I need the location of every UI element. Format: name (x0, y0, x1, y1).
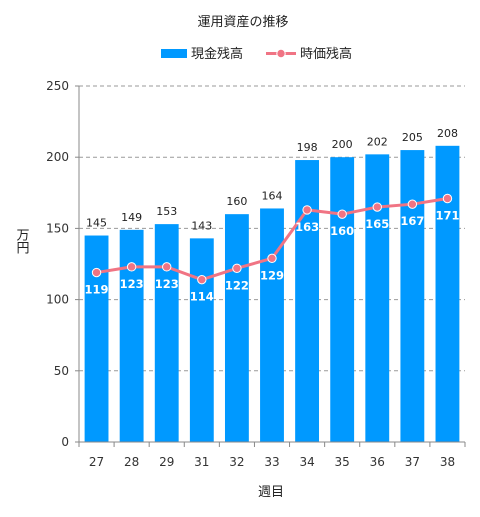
line-point (197, 274, 207, 285)
bar-data-label: 198 (297, 141, 318, 154)
bar (365, 154, 390, 443)
x-tick-label: 29 (159, 455, 174, 469)
axes (75, 85, 466, 447)
x-tick-label: 35 (335, 455, 350, 469)
x-tick-label: 33 (264, 455, 279, 469)
line-data-label: 165 (365, 217, 389, 231)
line-point (267, 253, 277, 264)
line-point (126, 262, 137, 272)
bar (119, 229, 144, 442)
legend-bar-swatch (161, 49, 187, 58)
x-tick-label: 38 (440, 455, 455, 469)
line-data-label: 129 (260, 268, 284, 282)
bar-data-label: 149 (121, 211, 142, 224)
line-data-label: 160 (330, 224, 354, 238)
y-tick-label: 100 (46, 293, 69, 307)
x-tick-label: 31 (194, 455, 209, 469)
line-series (91, 193, 453, 285)
x-tick-label: 32 (229, 455, 244, 469)
legend-line-marker (276, 48, 286, 59)
line-point (442, 193, 453, 204)
bar (330, 157, 355, 442)
bar-data-label: 200 (332, 138, 353, 151)
y-tick-labels: 0 50 100 150 200 250 (46, 79, 69, 449)
chart-title: 運用資産の推移 (197, 14, 288, 30)
x-tick-label: 34 (299, 455, 314, 469)
line-point (407, 199, 418, 209)
line-data-label: 122 (225, 278, 249, 292)
y-tick-label: 250 (46, 79, 69, 93)
bar (224, 214, 249, 442)
y-axis-label: 万円 (14, 228, 30, 254)
line-point (162, 262, 172, 272)
line-data-label: 119 (85, 283, 109, 297)
bar-data-label: 153 (156, 205, 177, 218)
bar (435, 145, 460, 443)
bar-data-label: 202 (367, 135, 388, 148)
legend-bar-label: 現金残高 (191, 46, 243, 62)
line-data-label: 123 (155, 277, 179, 291)
line-labels: 119 123 123 114 122 129 163 160 165 167 171 (85, 208, 460, 303)
y-tick-label: 50 (54, 364, 69, 378)
line-point (302, 205, 312, 215)
line-data-label: 114 (190, 290, 214, 304)
x-axis-label: 週目 (258, 485, 284, 500)
line-point (372, 202, 382, 212)
y-tick-label: 0 (61, 435, 69, 449)
line-data-label: 171 (435, 208, 459, 222)
legend-line-label: 時価残高 (300, 46, 352, 62)
bar-data-label: 145 (86, 217, 107, 230)
x-tick-label: 28 (124, 455, 139, 469)
x-tick-label: 27 (89, 455, 104, 469)
line-data-label: 163 (295, 220, 319, 234)
bar-labels: 145 149 153 143 160 164 198 200 202 205 208 (86, 127, 458, 233)
y-tick-label: 200 (46, 150, 69, 164)
bar (260, 208, 284, 442)
bar (400, 150, 425, 442)
bar-data-label: 160 (226, 195, 247, 208)
bar (154, 224, 179, 442)
x-tick-label: 36 (370, 455, 385, 469)
line-data-label: 123 (120, 277, 144, 291)
bar-data-label: 208 (437, 127, 458, 140)
x-tick-label: 37 (405, 455, 420, 469)
bar-data-label: 164 (262, 189, 283, 202)
bar-data-label: 205 (402, 131, 423, 144)
line-point (232, 263, 242, 273)
x-tick-labels: 27 28 29 31 32 33 34 35 36 37 38 (89, 455, 455, 469)
y-tick-label: 150 (46, 221, 69, 235)
line-point (91, 267, 102, 278)
bar-data-label: 143 (191, 219, 212, 232)
bar (189, 238, 214, 442)
bar (295, 160, 320, 442)
bar (84, 235, 109, 442)
line-point (337, 209, 347, 219)
line-data-label: 167 (400, 214, 424, 228)
legend: 現金残高 時価残高 (161, 46, 352, 62)
bars (84, 145, 460, 443)
